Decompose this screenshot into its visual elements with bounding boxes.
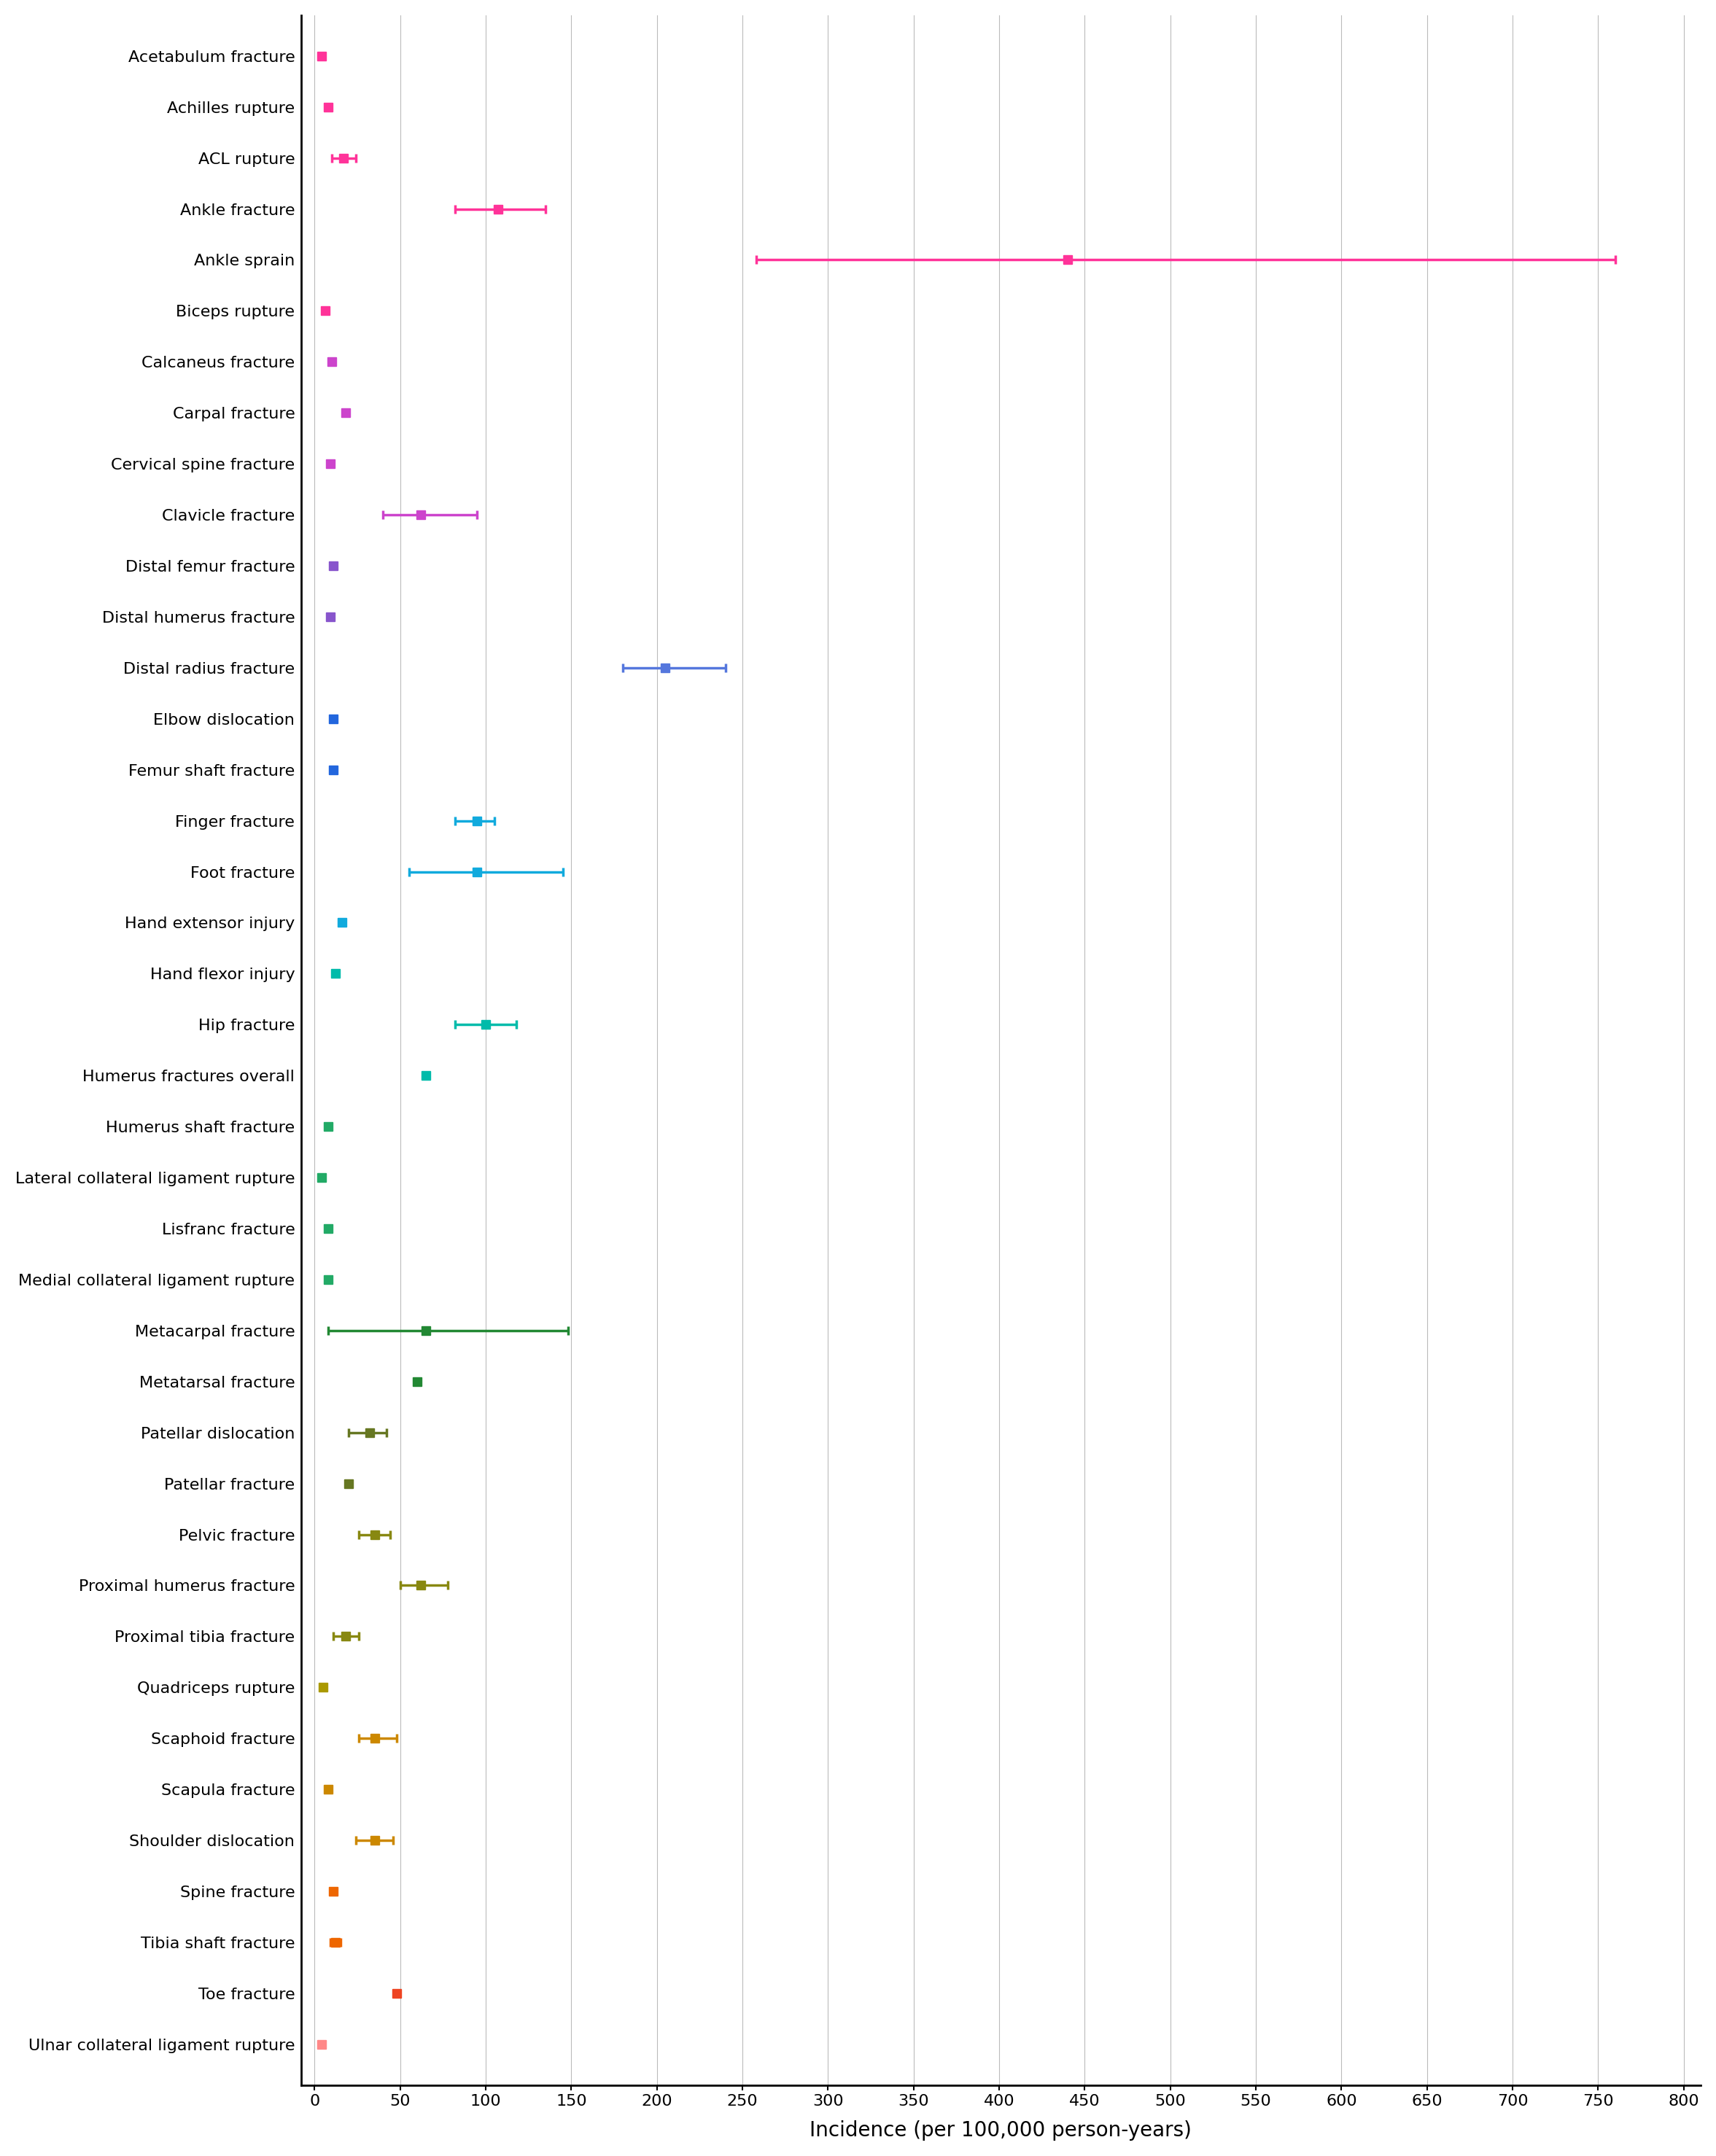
X-axis label: Incidence (per 100,000 person-years): Incidence (per 100,000 person-years): [810, 2119, 1193, 2141]
